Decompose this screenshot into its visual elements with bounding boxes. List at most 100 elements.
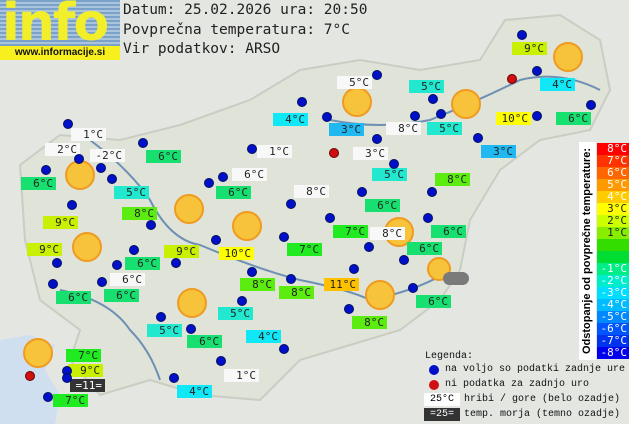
station-temperature[interactable]: 6°C [56,291,91,304]
station-temperature[interactable]: -2°C [90,149,125,162]
station-temperature[interactable]: 6°C [416,295,451,308]
station-dot-icon[interactable] [43,392,53,402]
station-temperature[interactable]: 4°C [273,113,308,126]
station-temperature[interactable]: 7°C [66,349,101,362]
station-temperature[interactable]: 7°C [53,394,88,407]
station-temperature[interactable]: 10°C [496,112,531,125]
station-dot-icon[interactable] [286,274,296,284]
station-temperature[interactable]: 8°C [352,316,387,329]
station-temperature[interactable]: 7°C [287,243,322,256]
station-dot-icon[interactable] [349,264,359,274]
station-dot-icon[interactable] [344,304,354,314]
no-data-dot-icon[interactable] [25,371,35,381]
station-temperature[interactable]: 10°C [219,247,254,260]
station-dot-icon[interactable] [399,255,409,265]
station-temperature[interactable]: 5°C [409,80,444,93]
station-temperature[interactable]: 8°C [122,207,157,220]
station-temperature[interactable]: 4°C [540,78,575,91]
station-temperature[interactable]: 3°C [481,145,516,158]
station-dot-icon[interactable] [216,356,226,366]
station-dot-icon[interactable] [286,199,296,209]
station-dot-icon[interactable] [62,373,72,383]
station-dot-icon[interactable] [428,94,438,104]
station-dot-icon[interactable] [41,165,51,175]
station-dot-icon[interactable] [322,112,332,122]
station-temperature[interactable]: 8°C [294,185,329,198]
station-temperature[interactable]: 6°C [125,257,160,270]
station-dot-icon[interactable] [473,133,483,143]
station-temperature[interactable]: 1°C [257,145,292,158]
station-temperature[interactable]: 11°C [324,278,359,291]
station-dot-icon[interactable] [532,66,542,76]
station-dot-icon[interactable] [436,109,446,119]
station-dot-icon[interactable] [357,187,367,197]
station-temperature[interactable]: 6°C [407,242,442,255]
station-temperature[interactable]: 5°C [372,168,407,181]
station-dot-icon[interactable] [48,279,58,289]
station-dot-icon[interactable] [247,144,257,154]
station-temperature[interactable]: 6°C [110,273,145,286]
station-temperature[interactable]: 9°C [27,243,62,256]
station-dot-icon[interactable] [112,260,122,270]
station-temperature[interactable]: 6°C [146,150,181,163]
station-temperature[interactable]: 6°C [556,112,591,125]
station-temperature[interactable]: 7°C [333,225,368,238]
station-dot-icon[interactable] [408,283,418,293]
station-dot-icon[interactable] [146,220,156,230]
station-dot-icon[interactable] [67,200,77,210]
station-temperature[interactable]: 2°C [45,143,80,156]
no-data-dot-icon[interactable] [507,74,517,84]
station-dot-icon[interactable] [427,187,437,197]
no-data-dot-icon[interactable] [329,148,339,158]
station-temperature[interactable]: =11= [70,379,105,392]
station-dot-icon[interactable] [532,111,542,121]
station-dot-icon[interactable] [325,213,335,223]
station-dot-icon[interactable] [186,324,196,334]
station-dot-icon[interactable] [138,138,148,148]
station-temperature[interactable]: 8°C [386,122,421,135]
station-temperature[interactable]: 3°C [329,123,364,136]
station-temperature[interactable]: 8°C [240,278,275,291]
station-dot-icon[interactable] [52,258,62,268]
station-dot-icon[interactable] [410,111,420,121]
station-temperature[interactable]: 5°C [218,307,253,320]
station-temperature[interactable]: 1°C [71,128,106,141]
station-temperature[interactable]: 9°C [43,216,78,229]
station-dot-icon[interactable] [279,232,289,242]
station-dot-icon[interactable] [218,172,228,182]
station-temperature[interactable]: 6°C [187,335,222,348]
station-temperature[interactable]: 9°C [512,42,547,55]
station-dot-icon[interactable] [364,242,374,252]
station-dot-icon[interactable] [247,267,257,277]
station-temperature[interactable]: 6°C [216,186,251,199]
station-dot-icon[interactable] [517,30,527,40]
station-dot-icon[interactable] [169,373,179,383]
station-dot-icon[interactable] [97,277,107,287]
station-dot-icon[interactable] [74,154,84,164]
station-temperature[interactable]: 5°C [114,186,149,199]
station-temperature[interactable]: 1°C [224,369,259,382]
station-temperature[interactable]: 4°C [177,385,212,398]
station-temperature[interactable]: 5°C [147,324,182,337]
station-temperature[interactable]: 6°C [104,289,139,302]
station-temperature[interactable]: 4°C [246,330,281,343]
station-dot-icon[interactable] [107,174,117,184]
station-dot-icon[interactable] [372,134,382,144]
station-temperature[interactable]: 6°C [365,199,400,212]
station-temperature[interactable]: 6°C [232,168,267,181]
station-dot-icon[interactable] [297,97,307,107]
station-dot-icon[interactable] [156,312,166,322]
station-dot-icon[interactable] [63,119,73,129]
station-temperature[interactable]: 9°C [164,245,199,258]
station-dot-icon[interactable] [211,235,221,245]
logo-url[interactable]: www.informacije.si [0,46,120,60]
station-dot-icon[interactable] [96,163,106,173]
station-dot-icon[interactable] [279,344,289,354]
station-temperature[interactable]: 5°C [427,122,462,135]
station-dot-icon[interactable] [423,213,433,223]
station-temperature[interactable]: 5°C [337,76,372,89]
station-dot-icon[interactable] [129,245,139,255]
station-temperature[interactable]: 6°C [431,225,466,238]
station-dot-icon[interactable] [171,258,181,268]
station-temperature[interactable]: 3°C [353,147,388,160]
